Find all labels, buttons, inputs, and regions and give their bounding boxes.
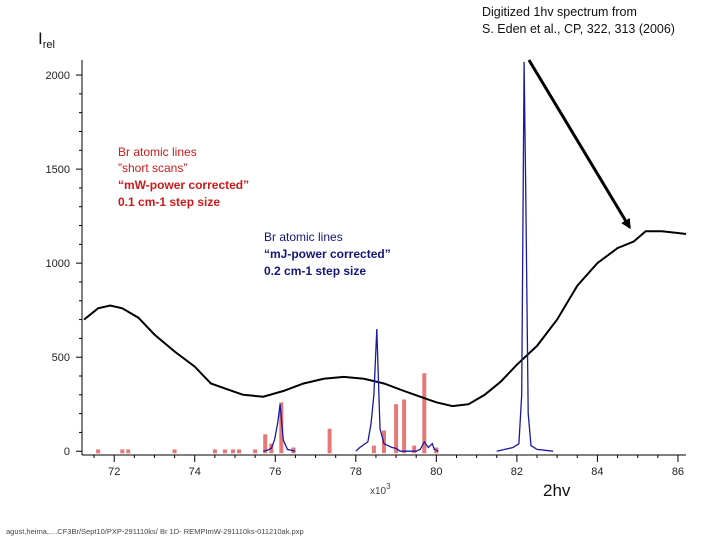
y-axis-label: Irel [38, 29, 55, 51]
br-atomic-line-bar [327, 428, 332, 454]
br-atomic-line-bar [279, 402, 284, 454]
pointer-arrow [527, 59, 631, 230]
br-atomic-lines-mj-trace [263, 61, 554, 452]
x-scale-label: x103 [370, 482, 391, 497]
credit-line-2: S. Eden et al., CP, 322, 313 (2006) [482, 22, 675, 36]
br-atomic-line-bar [237, 449, 241, 454]
annotation-short-line-4: 0.1 cm-1 step size [118, 195, 220, 209]
annotation-mj-line-1: Br atomic lines [264, 230, 343, 244]
digitized-1hv-spectrum-line [83, 230, 687, 408]
br-atomic-line-bar [212, 449, 217, 454]
annotation-mj-line-2: “mJ-power corrected” [264, 247, 391, 261]
x-tick-label: 72 [108, 466, 120, 478]
br-atomic-line-bar [402, 399, 407, 454]
br-atomic-line-bar [263, 434, 268, 454]
x-tick-label: 84 [591, 466, 603, 478]
br-atomic-line-bar [120, 449, 125, 454]
footer-path: agust,heima,....CF3Br/Sept10/PXP-291110k… [6, 527, 304, 536]
br-atomic-line-bar [222, 449, 227, 454]
br-atomic-line-bar [394, 404, 399, 454]
x-tick-label: 76 [269, 466, 281, 478]
x-tick-label: 74 [189, 466, 201, 478]
annotation-short-line-3: “mW-power corrected” [118, 178, 249, 192]
br-atomic-line-bar [412, 445, 417, 454]
y-tick-label: 1500 [46, 164, 70, 176]
y-axis-label-main: I [38, 29, 43, 48]
x-scale-exponent: 3 [386, 482, 391, 491]
y-axis-label-subscript: rel [43, 39, 55, 51]
br-atomic-line-bar [253, 449, 258, 454]
x-tick-label: 82 [511, 466, 523, 478]
annotation-short-line-2: ”short scans” [118, 161, 187, 175]
annotation-mj-line-3: 0.2 cm-1 step size [264, 264, 366, 278]
y-tick-label: 2000 [46, 70, 70, 82]
x-tick-label: 86 [672, 466, 684, 478]
x-tick-label: 80 [430, 466, 442, 478]
y-tick-label: 500 [52, 352, 70, 364]
x-tick-label: 78 [350, 466, 362, 478]
y-axis-ticks: 0 500 1000 1500 2000 [46, 70, 82, 458]
br-atomic-line-bar [96, 449, 101, 454]
y-tick-label: 1000 [46, 258, 70, 270]
br-atomic-line-bar [231, 449, 235, 454]
annotation-short-line-1: Br atomic lines [118, 145, 197, 159]
x-axis-label: 2hv [543, 481, 571, 500]
br-atomic-line-bar [172, 449, 177, 454]
y-tick-label: 0 [64, 446, 70, 458]
br-atomic-line-bar [371, 445, 376, 454]
br-atomic-line-bar [422, 373, 427, 454]
x-axis-ticks: 72 74 76 78 80 82 84 86 [93, 455, 684, 478]
credit-line-1: Digitized 1hv spectrum from [482, 5, 637, 19]
x-scale-base: x10 [370, 486, 387, 497]
br-atomic-line-bar [126, 449, 131, 454]
